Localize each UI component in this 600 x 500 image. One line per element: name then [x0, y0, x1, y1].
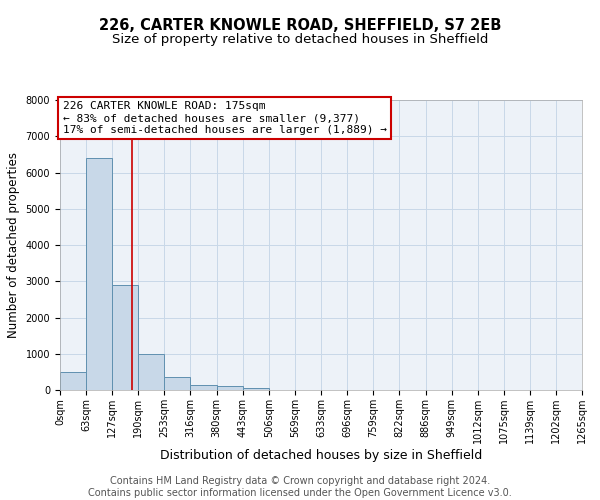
Text: Contains HM Land Registry data © Crown copyright and database right 2024.
Contai: Contains HM Land Registry data © Crown c… [88, 476, 512, 498]
Text: 226, CARTER KNOWLE ROAD, SHEFFIELD, S7 2EB: 226, CARTER KNOWLE ROAD, SHEFFIELD, S7 2… [99, 18, 501, 32]
Bar [112, 285, 139, 390]
Bar [60, 372, 86, 390]
Y-axis label: Number of detached properties: Number of detached properties [7, 152, 20, 338]
Bar [243, 388, 269, 390]
Bar [190, 384, 217, 390]
X-axis label: Distribution of detached houses by size in Sheffield: Distribution of detached houses by size … [160, 448, 482, 462]
Bar [86, 158, 112, 390]
Text: Size of property relative to detached houses in Sheffield: Size of property relative to detached ho… [112, 32, 488, 46]
Bar [139, 354, 164, 390]
Text: 226 CARTER KNOWLE ROAD: 175sqm
← 83% of detached houses are smaller (9,377)
17% : 226 CARTER KNOWLE ROAD: 175sqm ← 83% of … [62, 102, 386, 134]
Bar [164, 378, 190, 390]
Bar [217, 386, 243, 390]
